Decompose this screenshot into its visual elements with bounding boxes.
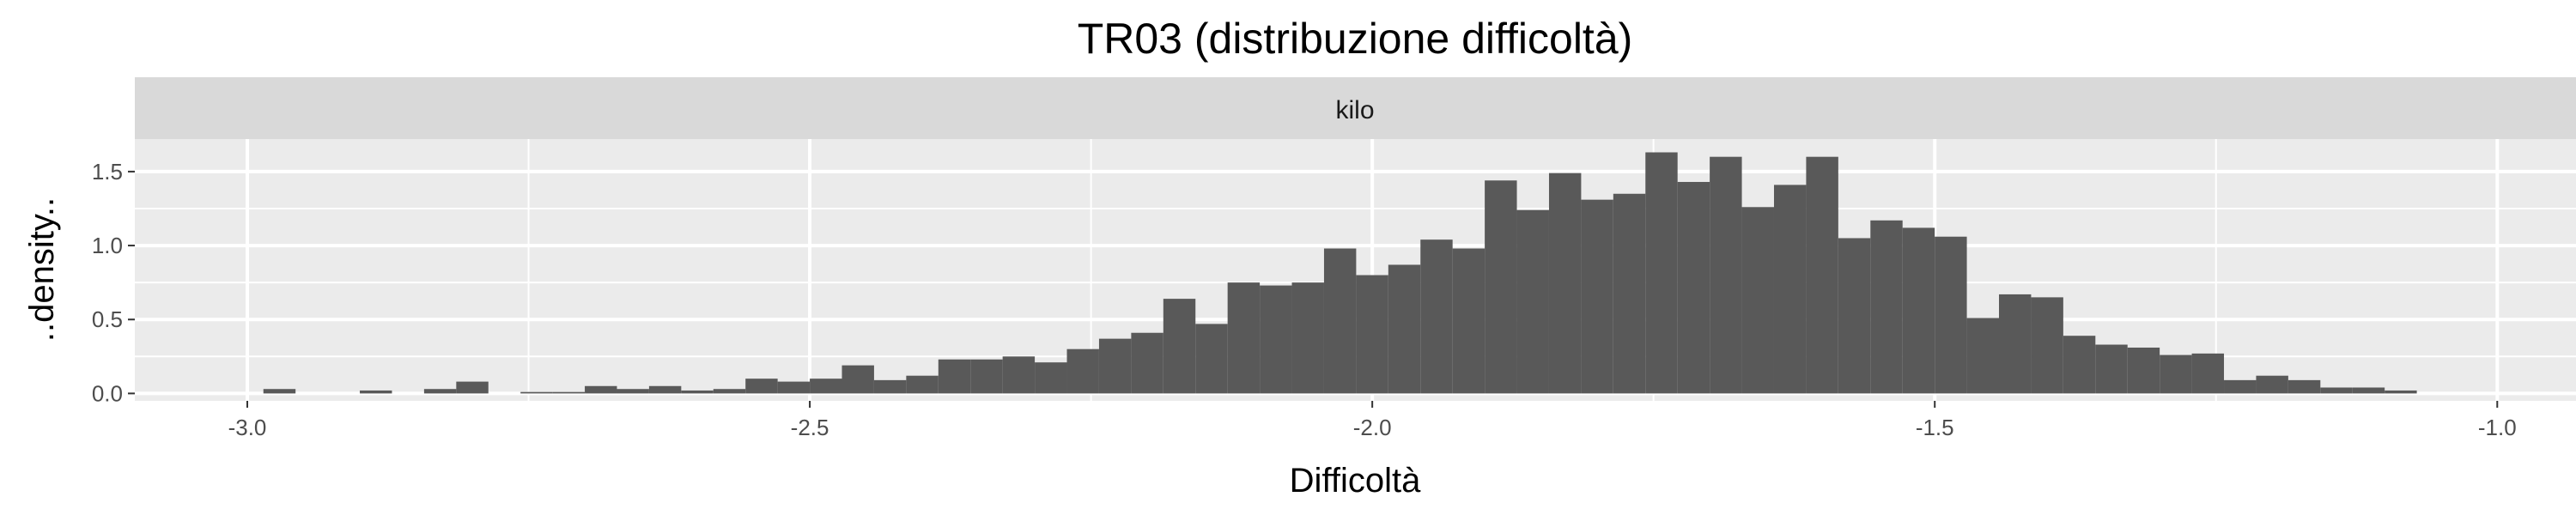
histogram-bar <box>360 390 392 394</box>
histogram-bar <box>1741 207 1774 394</box>
histogram-bar <box>520 391 553 394</box>
histogram-bar <box>2063 336 2096 394</box>
histogram-bar <box>1548 173 1582 394</box>
histogram-bar <box>681 390 714 394</box>
y-tick-label: 1.5 <box>92 159 123 185</box>
histogram-bar <box>810 379 842 394</box>
histogram-bar <box>1066 348 1099 394</box>
histogram-bar <box>713 389 746 394</box>
histogram-bar <box>1291 282 1324 394</box>
x-tick-label: -2.0 <box>1353 415 1392 440</box>
histogram-bar <box>841 365 874 394</box>
histogram-bar <box>2256 375 2288 394</box>
histogram-bar <box>552 391 586 394</box>
histogram-bar <box>745 379 778 394</box>
x-tick-label: -1.0 <box>2478 415 2517 440</box>
histogram-bar <box>2031 297 2063 394</box>
facet-strip <box>135 77 2576 139</box>
histogram-bar <box>1163 299 1196 394</box>
histogram-bar <box>2287 379 2321 394</box>
histogram-bars <box>263 152 2417 394</box>
histogram-bar <box>1227 282 1261 394</box>
y-axis-title: ..density.. <box>23 197 61 342</box>
histogram-bar <box>263 389 296 394</box>
histogram-bar <box>1452 248 1485 394</box>
histogram-bar <box>1581 199 1613 394</box>
histogram-bar <box>2127 347 2160 394</box>
histogram-bar <box>1645 152 1678 394</box>
histogram-bar <box>1870 220 1903 394</box>
histogram-bar <box>1260 285 1292 394</box>
histogram-bar <box>1323 248 1357 394</box>
y-tick-label: 1.0 <box>92 233 123 258</box>
histogram-bar <box>1388 264 1421 394</box>
histogram-bar <box>1838 238 1871 394</box>
histogram-bar <box>873 379 907 394</box>
y-axis: 0.0 0.5 1.0 1.5 <box>92 159 135 406</box>
histogram-bar <box>1613 193 1646 394</box>
facet-strip-label: kilo <box>1335 96 1374 124</box>
x-tick-label: -1.5 <box>1916 415 1954 440</box>
histogram-bar <box>1002 356 1036 394</box>
histogram-bar <box>1935 236 1967 394</box>
histogram-bar <box>2352 387 2385 394</box>
x-axis-title: Difficoltà <box>1290 462 1421 500</box>
histogram-bar <box>1999 294 2032 394</box>
histogram-bar <box>2224 379 2257 394</box>
x-tick-label: -3.0 <box>228 415 267 440</box>
histogram-bar <box>1098 338 1132 394</box>
histogram-bar <box>1773 185 1807 394</box>
histogram-bar <box>1485 180 1517 394</box>
histogram-bar <box>2191 353 2225 394</box>
x-axis: -3.0 -2.5 -2.0 -1.5 -1.0 <box>228 401 2517 440</box>
histogram-bar <box>2095 344 2128 394</box>
histogram-bar <box>585 385 617 394</box>
y-tick-label: 0.5 <box>92 306 123 332</box>
histogram-bar <box>938 359 971 394</box>
histogram-bar <box>1677 181 1710 394</box>
histogram-bar <box>1902 227 1935 394</box>
histogram-bar <box>1195 324 1228 394</box>
histogram-bar <box>777 381 811 394</box>
histogram-bar <box>1420 239 1453 394</box>
histogram-bar <box>2160 354 2192 394</box>
histogram-bar <box>2320 387 2353 394</box>
y-tick-label: 0.0 <box>92 380 123 406</box>
histogram-bar <box>648 385 682 394</box>
histogram-bar <box>970 359 1003 394</box>
histogram-bar <box>1131 332 1163 394</box>
histogram-bar <box>1035 362 1067 394</box>
chart-title: TR03 (distribuzione difficoltà) <box>1078 15 1633 63</box>
histogram-bar <box>1806 156 1838 394</box>
histogram-bar <box>423 389 457 394</box>
histogram-bar <box>1966 318 2000 394</box>
histogram-bar <box>617 389 649 394</box>
histogram-bar <box>456 381 489 394</box>
histogram-bar <box>1710 156 1742 394</box>
histogram-bar <box>906 375 939 394</box>
x-tick-label: -2.5 <box>791 415 829 440</box>
histogram-bar <box>2385 390 2417 394</box>
histogram-bar <box>1516 209 1549 394</box>
histogram-bar <box>1356 275 1388 394</box>
